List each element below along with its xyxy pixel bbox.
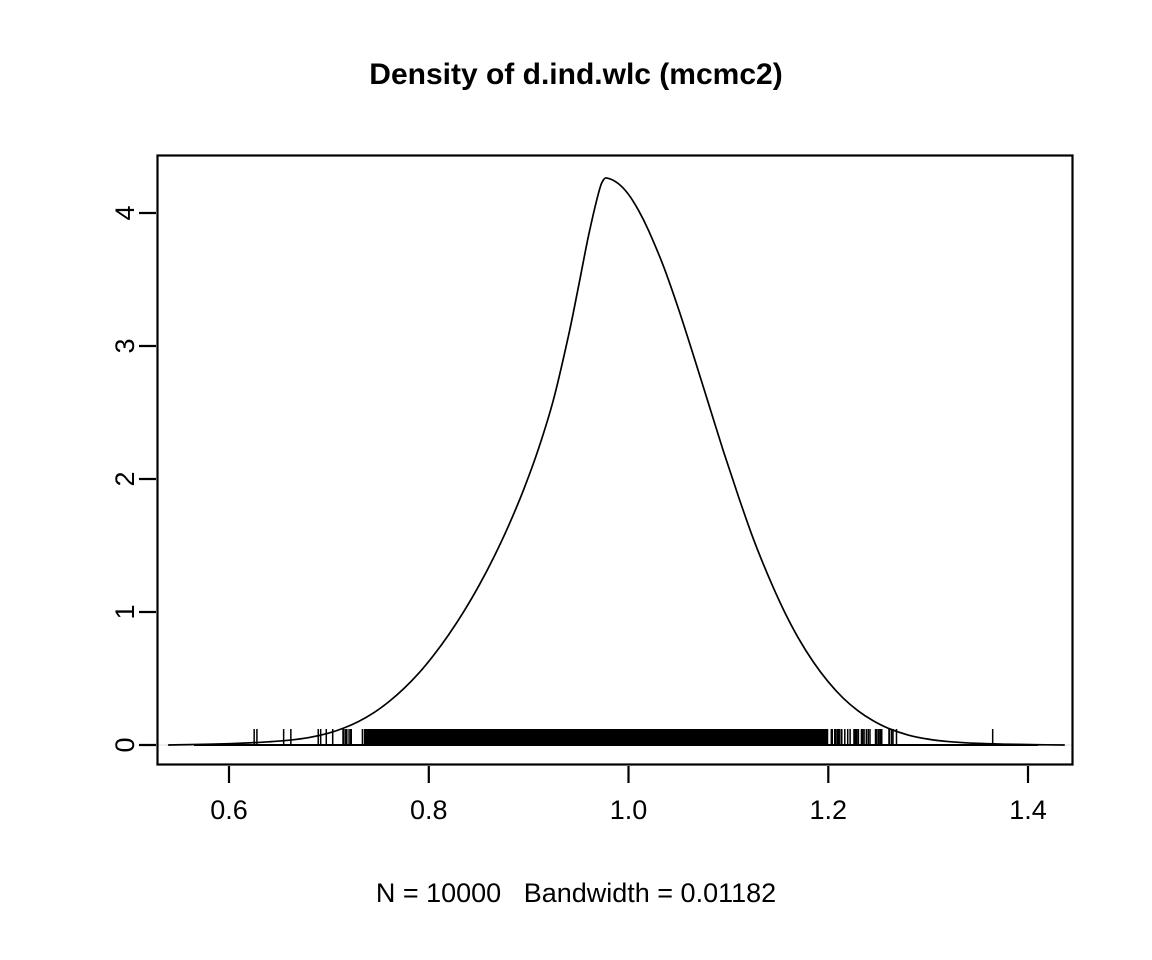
plot-box-frame bbox=[156, 154, 1074, 766]
x-axis-label: N = 10000 Bandwidth = 0.01182 bbox=[375, 878, 777, 908]
y-axis: 0 1 2 3 4 bbox=[110, 205, 156, 753]
y-axis-tick-label: 4 bbox=[110, 205, 140, 220]
y-axis-tick-label: 0 bbox=[110, 737, 140, 752]
x-axis-tick-label: 1.2 bbox=[810, 795, 848, 825]
x-axis: 0.6 0.8 1.0 1.2 1.4 bbox=[210, 766, 1047, 825]
x-axis-tick-label: 1.4 bbox=[1009, 795, 1047, 825]
density-curve bbox=[167, 177, 1065, 746]
y-axis-tick-label: 2 bbox=[110, 471, 140, 486]
y-axis-tick-label: 3 bbox=[110, 338, 140, 353]
rug-plot bbox=[194, 729, 1038, 746]
x-axis-tick-label: 0.8 bbox=[410, 795, 448, 825]
y-axis-tick-label: 1 bbox=[110, 604, 140, 619]
x-axis-tick-label: 1.0 bbox=[610, 795, 648, 825]
x-axis-tick-label: 0.6 bbox=[210, 795, 248, 825]
page-title: Density of d.ind.wlc (mcmc2) bbox=[369, 58, 783, 91]
